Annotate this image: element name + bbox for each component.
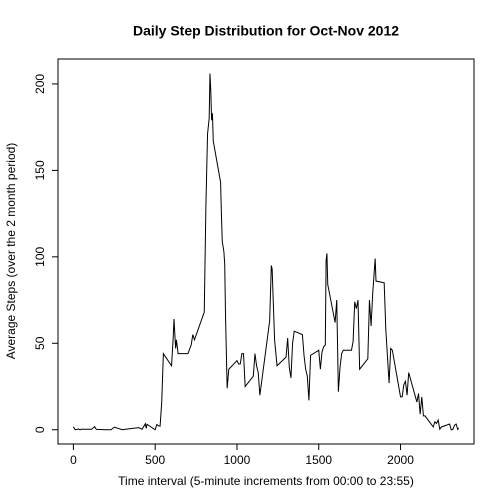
y-tick-label: 200: [33, 74, 47, 94]
y-tick-label: 50: [33, 336, 47, 350]
y-tick-label: 100: [33, 247, 47, 267]
x-tick-label: 2000: [387, 453, 414, 467]
chart-title: Daily Step Distribution for Oct-Nov 2012: [133, 23, 399, 39]
y-axis-label: Average Steps (over the 2 month period): [4, 143, 18, 360]
x-tick-label: 1000: [224, 453, 251, 467]
x-tick-label: 1500: [305, 453, 332, 467]
x-tick-label: 500: [145, 453, 165, 467]
data-line: [72, 73, 460, 431]
y-tick-label: 150: [33, 160, 47, 180]
y-tick-label: 0: [33, 426, 47, 433]
x-tick-label: 0: [70, 453, 77, 467]
x-axis-label: Time interval (5-minute increments from …: [118, 474, 414, 488]
plot-frame: [57, 58, 475, 445]
